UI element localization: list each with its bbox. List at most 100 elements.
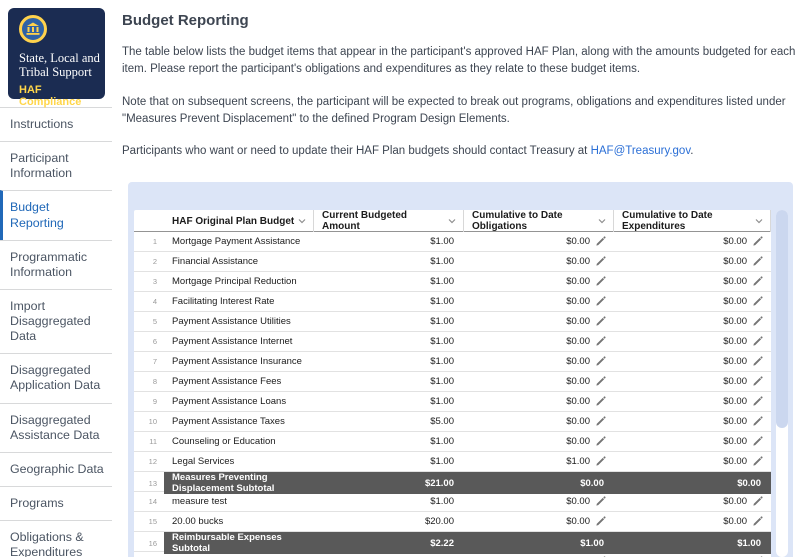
obligations-cell: $0.00 (464, 412, 614, 431)
obligations-cell: $0.00 (464, 232, 614, 251)
edit-pencil-icon[interactable] (752, 276, 763, 287)
edit-pencil-icon[interactable] (752, 316, 763, 327)
edit-pencil-icon[interactable] (595, 336, 606, 347)
row-number: 1 (152, 237, 157, 246)
edit-pencil-icon[interactable] (595, 236, 606, 247)
budget-item-name: 20.00 bucks (172, 516, 224, 527)
expenditures-cell: $0.00 (614, 332, 771, 351)
expenditures-cell: $0.00 (614, 392, 771, 411)
chevron-down-icon[interactable] (597, 216, 607, 226)
main-content: Budget Reporting The table below lists t… (122, 0, 796, 160)
expenditures-cell: $0.00 (614, 232, 771, 251)
edit-pencil-icon[interactable] (595, 276, 606, 287)
row-number: 4 (152, 297, 157, 306)
obligations-cell: $1.00 (464, 532, 614, 554)
table-row: 9 Payment Assistance Loans $1.00 $0.00 $0.00 (134, 392, 771, 412)
budget-item-name: Payment Assistance Taxes (172, 416, 285, 427)
edit-pencil-icon[interactable] (752, 416, 763, 427)
budget-item-name: Payment Assistance Insurance (172, 356, 302, 367)
budget-item-name: tesvt (164, 552, 314, 557)
sidebar-item-programmatic-information[interactable]: Programmatic Information (0, 239, 112, 289)
edit-pencil-icon[interactable] (752, 236, 763, 247)
expenditures-cell: $0.00 (614, 372, 771, 391)
obligations-cell: $0.00 (464, 512, 614, 531)
sidebar-item-disaggregated-assistance-data[interactable]: Disaggregated Assistance Data (0, 402, 112, 452)
row-number: 11 (149, 437, 157, 446)
sidebar-item-participant-information[interactable]: Participant Information (0, 141, 112, 190)
subtotal-row: 13 Measures Preventing Displacement Subto… (134, 472, 771, 494)
edit-pencil-icon[interactable] (595, 316, 606, 327)
budget-item-name: Mortgage Principal Reduction (172, 276, 297, 287)
current-budgeted-amount: $2.22 (314, 532, 464, 554)
edit-pencil-icon[interactable] (595, 356, 606, 367)
edit-pencil-icon[interactable] (752, 516, 763, 527)
obligations-cell: $0.00 (464, 372, 614, 391)
row-number: 12 (148, 457, 157, 466)
contact-text: Participants who want or need to update … (122, 145, 591, 157)
edit-pencil-icon[interactable] (595, 496, 606, 507)
current-budgeted-amount: $1.00 (430, 456, 454, 467)
logo-title: State, Local and Tribal Support (19, 51, 100, 79)
current-budgeted-amount: $1.00 (430, 496, 454, 507)
edit-pencil-icon[interactable] (595, 376, 606, 387)
expenditures-cell: $0.00 (614, 312, 771, 331)
current-budgeted-amount: $1.00 (430, 256, 454, 267)
edit-pencil-icon[interactable] (595, 396, 606, 407)
budget-item-name: Payment Assistance Loans (172, 396, 287, 407)
current-budgeted-amount: $5.00 (430, 416, 454, 427)
edit-pencil-icon[interactable] (752, 456, 763, 467)
edit-pencil-icon[interactable] (595, 456, 606, 467)
expenditures-cell: $0.00 (614, 412, 771, 431)
sidebar-item-disaggregated-application-data[interactable]: Disaggregated Application Data (0, 353, 112, 402)
treasury-email-link[interactable]: HAF@Treasury.gov (590, 145, 691, 157)
table-row: 2 Financial Assistance $1.00 $0.00 $0.00 (134, 252, 771, 272)
intro-paragraph-1: The table below lists the budget items t… (122, 46, 796, 76)
table-row: 14 measure test $1.00 $0.00 $0.00 (134, 492, 771, 512)
column-header-expenditures[interactable]: Cumulative to Date Expenditures (614, 210, 771, 232)
sidebar-item-programs[interactable]: Programs (0, 485, 112, 520)
scrollbar-thumb[interactable] (776, 210, 788, 428)
vertical-scrollbar[interactable] (776, 210, 788, 557)
edit-pencil-icon[interactable] (595, 436, 606, 447)
chevron-down-icon[interactable] (297, 216, 307, 226)
budget-item-name: Facilitating Interest Rate (172, 296, 275, 307)
chevron-down-icon[interactable] (447, 216, 457, 226)
column-header-plan-budget[interactable]: HAF Original Plan Budget (164, 210, 314, 232)
chevron-down-icon[interactable] (754, 216, 764, 226)
edit-pencil-icon[interactable] (752, 396, 763, 407)
edit-pencil-icon[interactable] (595, 416, 606, 427)
sidebar-item-import-disaggregated-data[interactable]: Import Disaggregated Data (0, 288, 112, 353)
edit-pencil-icon[interactable] (752, 256, 763, 267)
edit-pencil-icon[interactable] (752, 296, 763, 307)
edit-pencil-icon[interactable] (752, 436, 763, 447)
budget-item-name: Payment Assistance Internet (172, 336, 293, 347)
edit-pencil-icon[interactable] (595, 516, 606, 527)
edit-pencil-icon[interactable] (752, 376, 763, 387)
edit-pencil-icon[interactable] (752, 336, 763, 347)
contact-text-suffix: . (690, 145, 694, 157)
column-header-obligations[interactable]: Cumulative to Date Obligations (464, 210, 614, 232)
edit-pencil-icon[interactable] (752, 496, 763, 507)
row-number: 3 (152, 277, 157, 286)
current-budgeted-amount: $1.00 (430, 236, 454, 247)
sidebar-item-instructions[interactable]: Instructions (0, 107, 112, 141)
obligations-cell: $0.00 (464, 492, 614, 511)
edit-pencil-icon[interactable] (752, 356, 763, 367)
row-number: 14 (148, 497, 157, 506)
expenditures-cell: $0.00 (614, 292, 771, 311)
row-number: 2 (152, 257, 157, 266)
edit-pencil-icon[interactable] (595, 296, 606, 307)
column-header-budgeted-amount[interactable]: Current Budgeted Amount (314, 210, 464, 232)
budget-item-name: Legal Services (172, 456, 235, 467)
intro-paragraph-3: Participants who want or need to update … (122, 143, 796, 160)
table-row: 5 Payment Assistance Utilities $1.00 $0.00 $… (134, 312, 771, 332)
edit-pencil-icon[interactable] (595, 256, 606, 267)
sidebar-item-budget-reporting[interactable]: Budget Reporting (0, 190, 112, 240)
table-row: 1 Mortgage Payment Assistance $1.00 $0.00 $0… (134, 232, 771, 252)
obligations-cell: $0.00 (464, 292, 614, 311)
sidebar-nav: Instructions Participant Information Budge… (0, 107, 112, 557)
budget-item-name: measure test (172, 496, 227, 507)
budget-item-name: Counseling or Education (172, 436, 276, 447)
sidebar-item-geographic-data[interactable]: Geographic Data (0, 451, 112, 486)
sidebar-item-obligations-expenditures-verification[interactable]: Obligations & Expenditures Verification (0, 520, 112, 557)
